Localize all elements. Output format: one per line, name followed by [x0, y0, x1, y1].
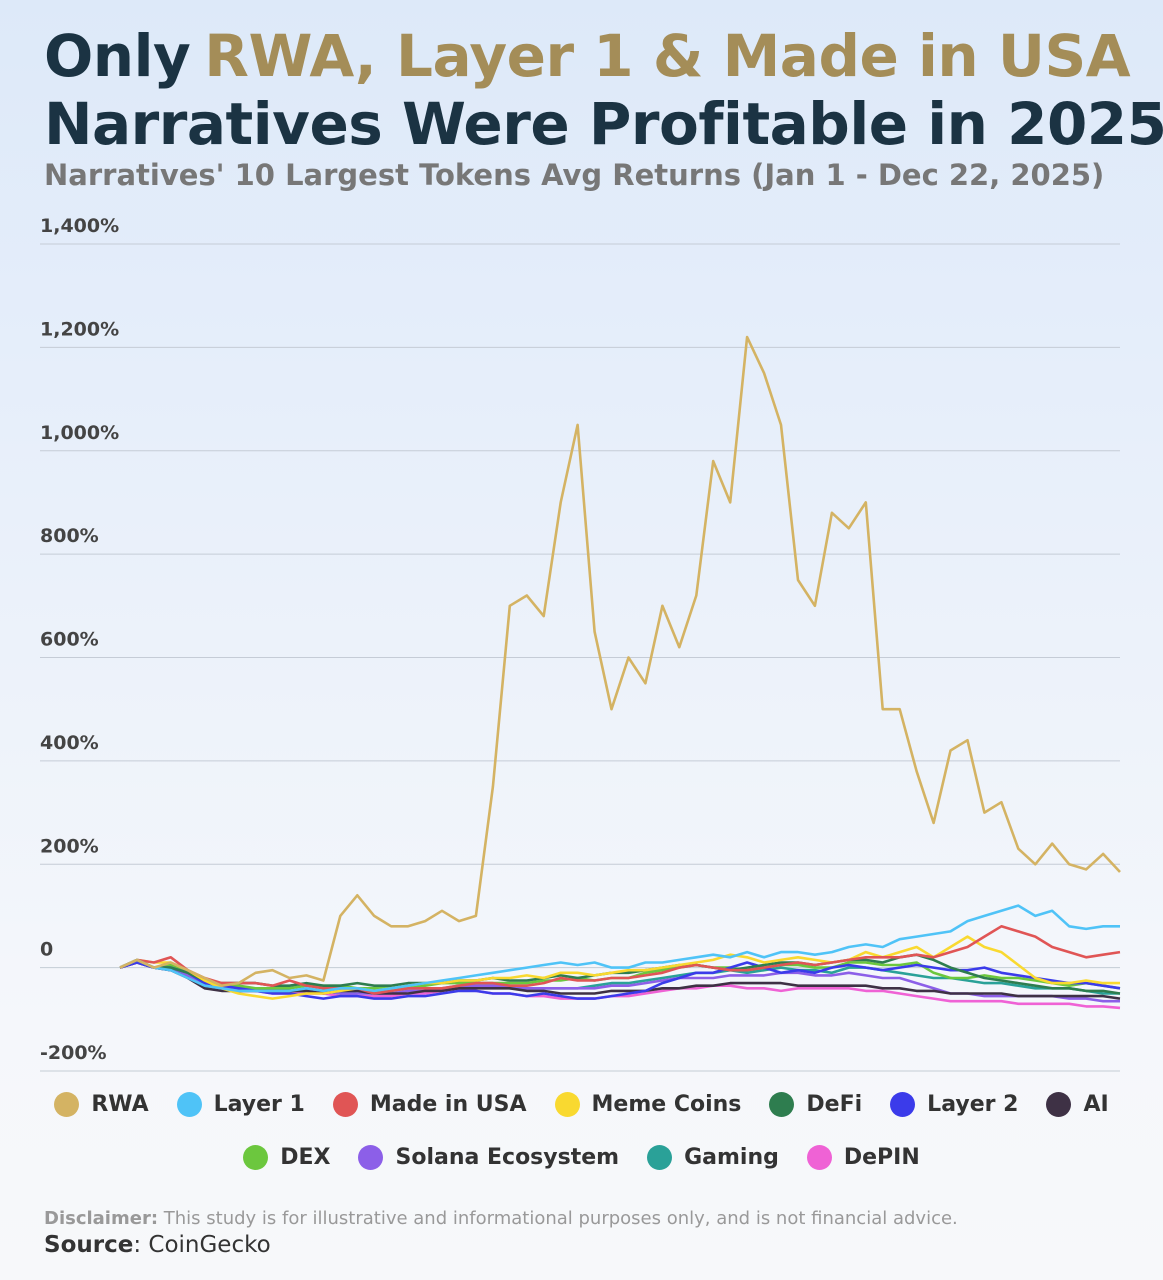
disclaimer-text: This study is for illustrative and infor…	[163, 1208, 958, 1229]
disclaimer: Disclaimer: This study is for illustrati…	[44, 1208, 958, 1229]
series-line	[119, 961, 1121, 1000]
series-line	[119, 925, 1121, 995]
y-tick-label: 400%	[40, 732, 99, 754]
legend-swatch	[243, 1145, 269, 1170]
legend-swatch	[890, 1092, 916, 1117]
legend-swatch	[647, 1145, 673, 1170]
legend-swatch	[1046, 1092, 1072, 1117]
legend-label: AI	[1083, 1092, 1109, 1117]
legend: RWA Layer 1 Made in USA Meme Coins DeFi Layer…	[0, 1092, 1163, 1170]
legend-label: Gaming	[684, 1145, 779, 1170]
legend-swatch	[332, 1092, 358, 1117]
legend-label: DeFi	[806, 1092, 863, 1117]
legend-label: Solana Ecosystem	[395, 1145, 620, 1170]
legend-item: Layer 2	[890, 1092, 1018, 1117]
series-line	[119, 335, 1121, 987]
title-highlight: RWA, Layer 1 & Made in USA	[204, 22, 1131, 90]
legend-swatch	[358, 1145, 384, 1170]
legend-label: Layer 2	[927, 1092, 1019, 1117]
y-tick-label: 200%	[40, 835, 99, 857]
legend-swatch	[176, 1092, 202, 1117]
legend-label: Meme Coins	[591, 1092, 742, 1117]
legend-item: DePIN	[806, 1145, 920, 1170]
source-text: : CoinGecko	[133, 1232, 271, 1258]
chart: -200% 0 200% 400% 600% 800% 1,000% 1,200% 1,400%	[40, 215, 1121, 1072]
y-tick-label: 600%	[40, 629, 99, 651]
legend-label: Made in USA	[369, 1092, 527, 1117]
legend-item: Gaming	[647, 1145, 779, 1170]
legend-label: Layer 1	[213, 1092, 305, 1117]
y-tick-label: 1,200%	[40, 318, 119, 340]
source: Source: CoinGecko	[44, 1232, 271, 1258]
title-lead: Only	[44, 22, 191, 90]
legend-item: Solana Ecosystem	[358, 1145, 619, 1170]
series-line	[119, 935, 1120, 1000]
legend-item: AI	[1046, 1092, 1109, 1117]
y-tick-label: 1,000%	[40, 422, 119, 444]
legend-swatch	[806, 1145, 832, 1170]
legend-label: DEX	[280, 1145, 331, 1170]
legend-label: RWA	[91, 1092, 149, 1117]
disclaimer-label: Disclaimer:	[44, 1208, 159, 1229]
chart-title: Only RWA, Layer 1 & Made in USA Narrative…	[44, 22, 1163, 158]
legend-item: Meme Coins	[554, 1092, 742, 1117]
y-tick-label: 1,400%	[40, 215, 119, 237]
legend-item: Made in USA	[332, 1092, 527, 1117]
legend-swatch	[554, 1092, 580, 1117]
legend-label: DePIN	[843, 1145, 920, 1170]
legend-item: Layer 1	[176, 1092, 305, 1117]
legend-item: DeFi	[769, 1092, 862, 1117]
y-tick-label: -200%	[40, 1042, 107, 1064]
title-line2: Narratives Were Profitable in 2025	[44, 90, 1163, 158]
subtitle: Narratives' 10 Largest Tokens Avg Return…	[44, 158, 1105, 192]
legend-swatch	[769, 1092, 795, 1117]
series-line	[119, 904, 1120, 993]
legend-item: RWA	[54, 1092, 149, 1117]
y-tick-label: 800%	[40, 525, 99, 547]
source-label: Source	[44, 1232, 134, 1258]
legend-item: DEX	[243, 1145, 330, 1170]
legend-swatch	[54, 1092, 80, 1117]
y-tick-label: 0	[40, 939, 53, 961]
